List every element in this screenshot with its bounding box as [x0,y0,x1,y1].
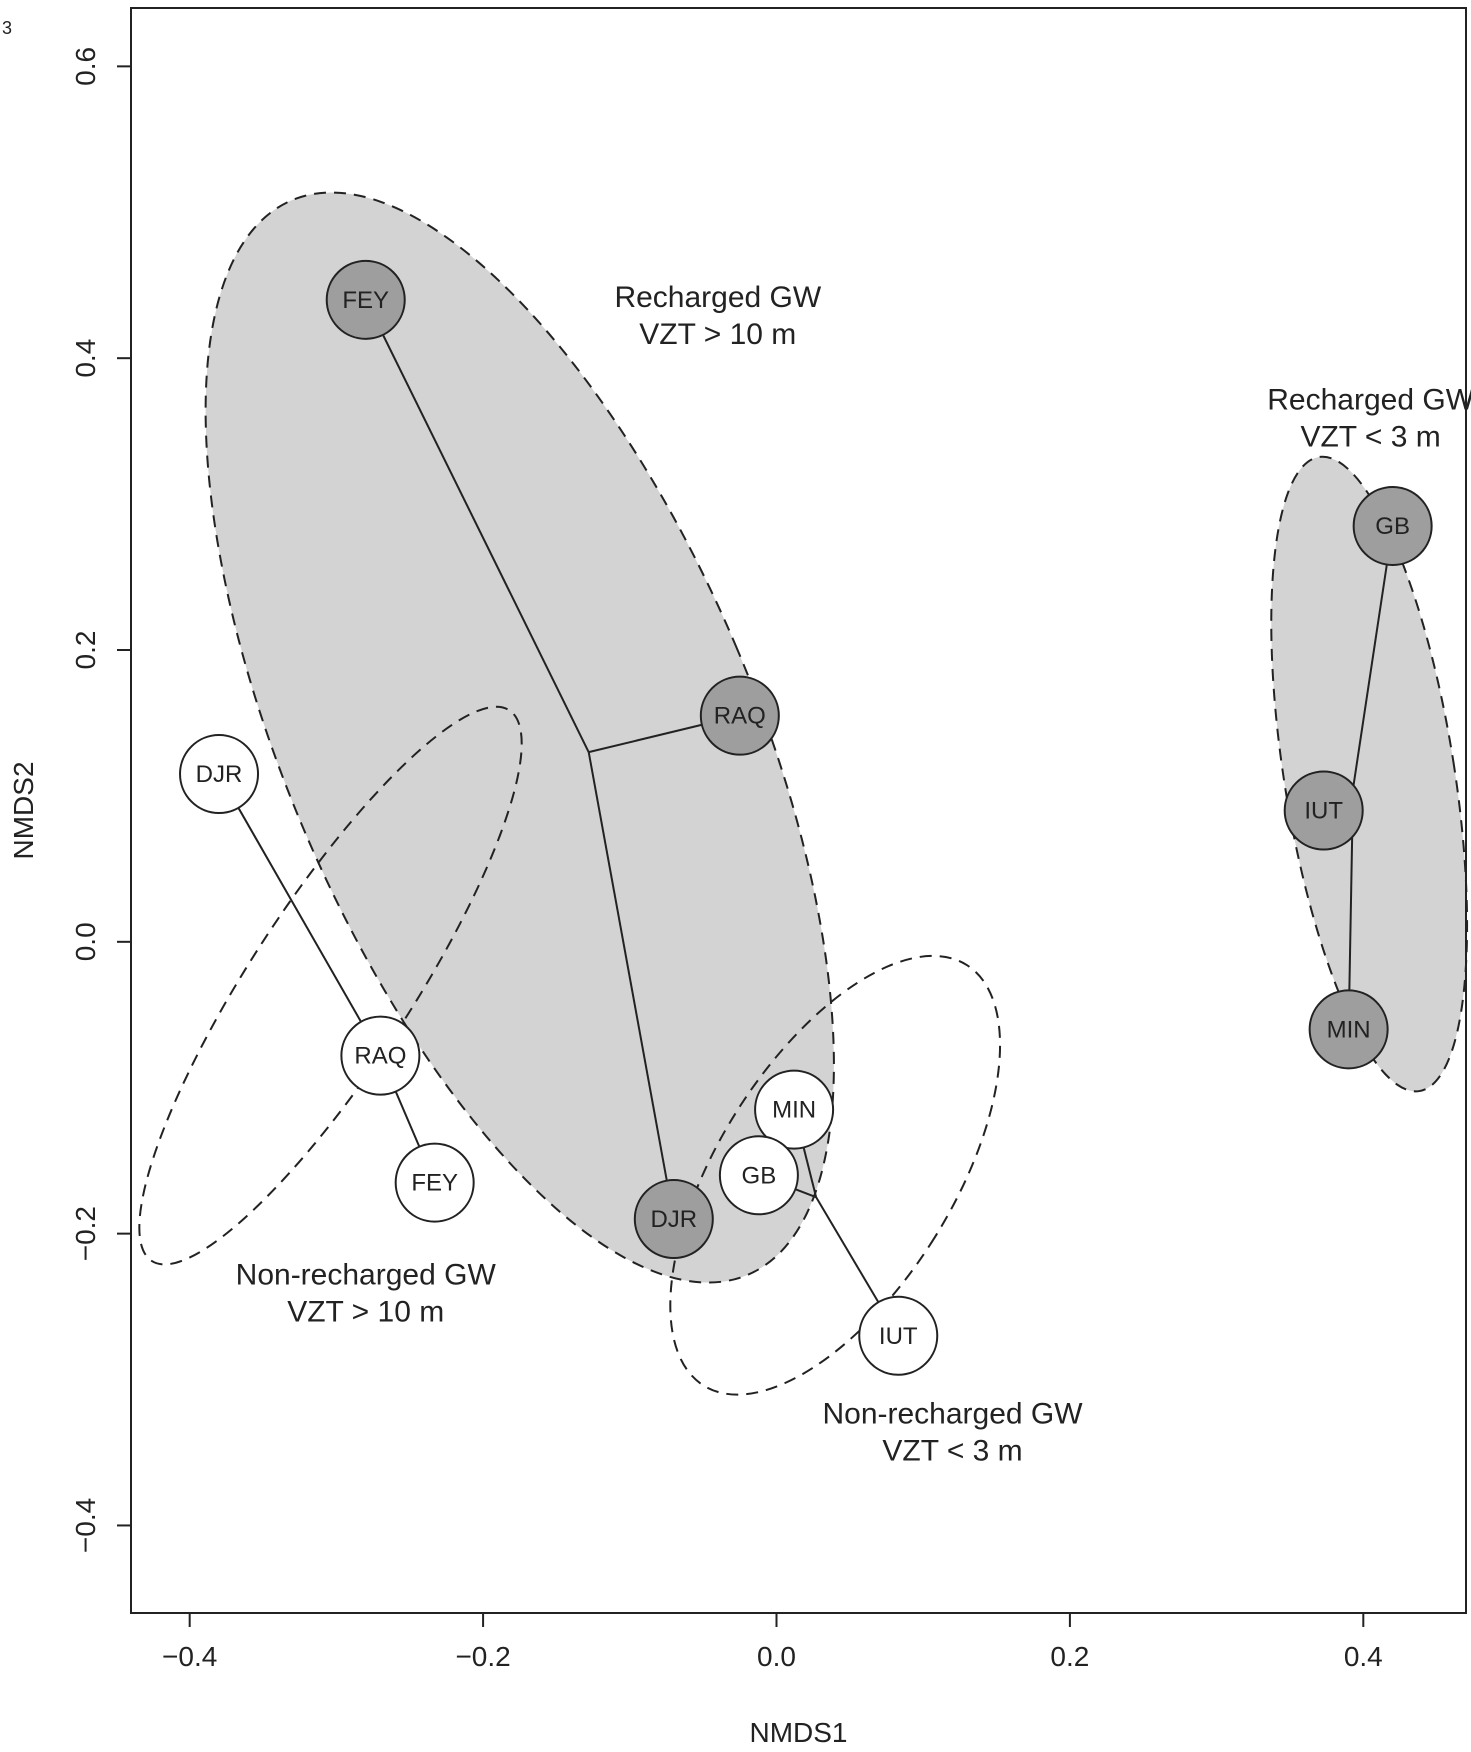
y-tick-label: 0.4 [70,339,101,378]
y-tick-label: −0.2 [70,1206,101,1261]
site-point [1283,770,1364,851]
group-label: Non-recharged GW [236,1259,497,1292]
site-point [325,259,406,340]
y-axis-label: NMDS2 [8,761,39,859]
site-label: RAQ [354,1043,406,1070]
x-tick-label: −0.2 [455,1641,510,1672]
site-label: MIN [772,1097,816,1124]
x-tick-label: −0.4 [162,1641,217,1672]
site-label: RAQ [714,703,766,730]
tree-branch [587,751,675,1220]
site-point [699,675,780,756]
site-point [340,1015,421,1096]
site-point [858,1295,939,1376]
site-label: MIN [1327,1016,1371,1043]
tree-branch [1352,525,1394,789]
group-label: VZT < 3 m [882,1434,1022,1467]
group-label: Recharged GW [1267,383,1471,416]
site-point [394,1142,475,1223]
site-label: GB [742,1162,777,1189]
tree-branch [364,299,590,753]
site-point [1352,485,1433,566]
panel-label: 3 [2,18,13,38]
site-point [754,1069,835,1150]
plot-frame [130,7,1467,1614]
site-label: FEY [342,287,389,314]
y-tick-label: 0.6 [70,47,101,86]
group-label: VZT < 3 m [1300,420,1440,453]
site-label: GB [1375,513,1410,540]
group-ellipse [1270,455,1469,1093]
group-ellipse [204,191,835,1284]
site-point [633,1179,714,1260]
site-label: DJR [196,761,243,788]
group-label: Non-recharged GW [822,1397,1083,1430]
tree-branch [218,773,382,1057]
site-point [718,1135,799,1216]
x-axis-label: NMDS1 [749,1717,847,1748]
site-label: IUT [1304,798,1343,825]
site-label: IUT [879,1323,918,1350]
group-label: Recharged GW [614,281,821,314]
group-label: VZT > 10 m [287,1296,444,1329]
x-tick-label: 0.2 [1050,1641,1089,1672]
y-tick-label: 0.2 [70,631,101,670]
x-tick-label: 0.0 [757,1641,796,1672]
site-point [179,734,260,815]
site-label: DJR [650,1206,697,1233]
x-tick-label: 0.4 [1344,1641,1383,1672]
site-label: FEY [411,1170,458,1197]
group-label: VZT > 10 m [639,318,796,351]
group-ellipse [669,954,1002,1396]
y-tick-label: 0.0 [70,922,101,961]
site-point [1308,989,1389,1070]
y-tick-label: −0.4 [70,1498,101,1553]
